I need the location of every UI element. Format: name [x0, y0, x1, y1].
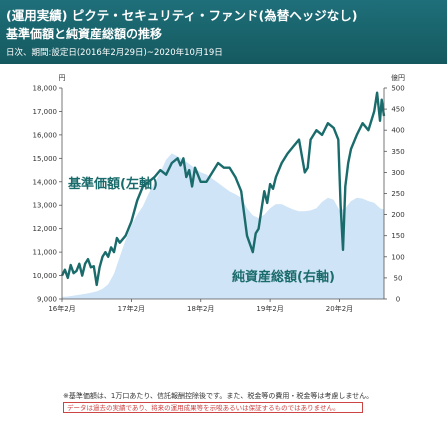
net-assets-series-label: 純資産総額(右軸) [232, 269, 335, 285]
right-axis-unit: 億円 [391, 73, 405, 82]
x-tick-label: 18年2月 [187, 304, 214, 313]
period-label: 日次、期間:設定日(2016年2月29日)~2020年10月19日 [6, 48, 223, 58]
x-tick-label: 17年2月 [118, 304, 145, 313]
right-tick-label: 0 [396, 296, 400, 304]
left-tick-label: 16,000 [33, 131, 58, 139]
chart-subtitle: 基準価額と純資産総額の推移 [6, 27, 163, 41]
axes-layer: 9,000 10,000 11,000 12,000 13,000 14,000 15,00… [33, 85, 405, 314]
left-tick-label: 13,000 [33, 202, 58, 210]
right-tick-label: 100 [391, 253, 404, 261]
left-tick-label: 11,000 [33, 249, 58, 257]
x-tick-label: 19年2月 [256, 304, 283, 313]
footnote-disclaimer: データは過去の実績であり、将来の運用成果等を示唆あるいは保証するものではありませ… [63, 402, 363, 413]
left-tick-label: 17,000 [33, 108, 58, 116]
footnote-basis: ※基準価額は、1万口あたり、信託報酬控除後です。また、税金等の費用・税金等は考慮… [63, 392, 374, 400]
right-tick-label: 50 [394, 274, 403, 282]
right-tick-label: 200 [391, 211, 404, 219]
right-tick-label: 150 [391, 232, 404, 240]
left-tick-label: 18,000 [33, 85, 58, 93]
nav-chart: 9,000 10,000 11,000 12,000 13,000 14,000 15,00… [33, 73, 406, 314]
right-tick-label: 350 [391, 148, 404, 156]
header-banner: (運用実績) ピクテ・セキュリティ・ファンド(為替ヘッジなし) 基準価額と純資産… [0, 0, 447, 64]
x-tick-label: 16年2月 [48, 304, 75, 313]
net-assets-area [62, 153, 384, 299]
left-tick-label: 9,000 [37, 296, 57, 304]
left-tick-label: 12,000 [33, 225, 58, 233]
fund-title: (運用実績) ピクテ・セキュリティ・ファンド(為替ヘッジなし) [6, 8, 358, 23]
net-assets-area-layer [62, 153, 384, 299]
nav-series-label: 基準価額(左軸) [67, 176, 158, 192]
right-tick-label: 300 [391, 169, 404, 177]
right-tick-label: 250 [391, 190, 404, 198]
nav-line [60, 91, 386, 287]
x-tick-label: 20年2月 [326, 304, 353, 313]
right-tick-label: 500 [391, 85, 404, 93]
right-tick-label: 400 [391, 127, 404, 135]
left-axis-unit: 円 [59, 74, 66, 82]
right-tick-label: 450 [391, 106, 404, 114]
left-tick-label: 14,000 [33, 178, 58, 186]
left-tick-label: 10,000 [33, 272, 58, 280]
left-tick-label: 15,000 [33, 155, 58, 163]
nav-line-layer [60, 91, 386, 287]
